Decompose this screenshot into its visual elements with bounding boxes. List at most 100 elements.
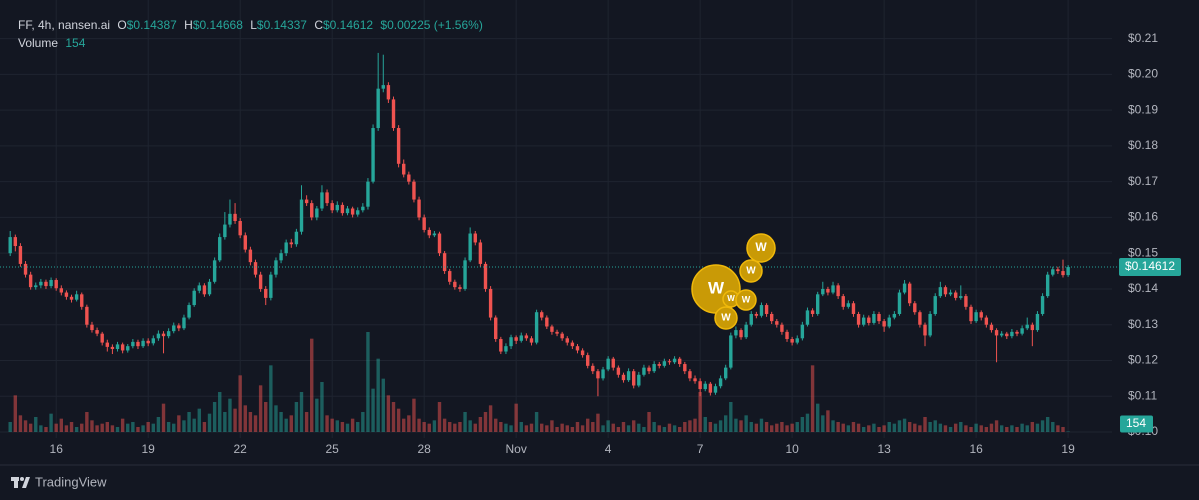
candle-body xyxy=(918,312,922,325)
volume-bar xyxy=(652,422,656,432)
x-tick-label: 16 xyxy=(50,442,64,456)
candle-body xyxy=(304,199,309,204)
candle-body xyxy=(764,305,769,314)
candle-body xyxy=(846,303,851,307)
candle-body xyxy=(626,371,631,381)
candle-body xyxy=(718,378,723,387)
candle-body xyxy=(473,233,477,243)
volume-bar xyxy=(396,408,401,432)
volume-bar xyxy=(161,403,166,432)
candle-body xyxy=(156,333,161,339)
volume-bar xyxy=(478,417,483,432)
candle-body xyxy=(44,281,48,287)
volume-bar xyxy=(284,418,288,432)
volume-bar xyxy=(780,422,784,432)
candle-body xyxy=(754,313,759,316)
volume-bar xyxy=(790,423,794,432)
volume-bar xyxy=(713,423,718,432)
candle-body xyxy=(136,341,140,347)
legend-header: FF, 4h, nansen.ai O$0.14387 H$0.14668 L$… xyxy=(18,18,483,32)
candle-body xyxy=(1025,324,1029,329)
volume-bar xyxy=(887,422,891,432)
candle-body xyxy=(744,324,748,338)
candle-body xyxy=(64,292,69,297)
candle-body xyxy=(499,339,503,352)
candle-body xyxy=(545,317,549,327)
candle-body xyxy=(769,313,774,322)
candle-body xyxy=(197,285,201,291)
volume-bar xyxy=(1066,431,1070,432)
candle-body xyxy=(146,340,150,344)
volume-bar xyxy=(192,418,196,432)
x-tick-label: 10 xyxy=(785,442,799,456)
candle-body xyxy=(815,294,820,314)
candle-body xyxy=(187,305,191,318)
volume-bar xyxy=(8,422,12,432)
field-value: $0.14387 xyxy=(127,18,177,32)
candle-body xyxy=(698,381,702,390)
candle-body xyxy=(59,288,64,293)
candle-body xyxy=(555,331,559,334)
volume-bar xyxy=(831,420,835,432)
x-tick-label: 19 xyxy=(142,442,156,456)
candle-body xyxy=(212,260,217,282)
candle-body xyxy=(202,285,207,295)
candle-body xyxy=(49,280,53,287)
candle-body xyxy=(683,364,687,372)
candle-body xyxy=(678,358,682,365)
candle-body xyxy=(427,229,431,236)
volume-bar xyxy=(979,425,983,432)
volume-tag xyxy=(1120,415,1153,433)
candle-body xyxy=(80,294,84,307)
volume-bar xyxy=(488,405,493,432)
volume-tag-label: 154 xyxy=(1126,416,1146,430)
volume-bar xyxy=(989,423,994,432)
volume-bar xyxy=(923,417,927,432)
volume-bar xyxy=(499,422,503,432)
candle-body xyxy=(800,324,805,339)
volume-bar xyxy=(422,422,426,432)
volume-bar xyxy=(80,423,84,432)
candle-body xyxy=(366,181,370,207)
volume-bar xyxy=(637,423,641,432)
volume-bar xyxy=(136,427,140,432)
y-tick-label: $0.15 xyxy=(1128,245,1158,259)
candle-body xyxy=(652,364,656,372)
volume-bar xyxy=(64,425,69,432)
candle-body xyxy=(989,324,994,331)
candle-body xyxy=(494,317,498,340)
volume-bar xyxy=(207,413,212,432)
candle-body xyxy=(325,192,329,204)
candle-body xyxy=(897,292,902,314)
candle-body xyxy=(836,285,840,297)
candle-body xyxy=(335,204,339,211)
volume-bar xyxy=(85,412,89,432)
volume-bar xyxy=(943,425,948,432)
candle-body xyxy=(882,321,886,327)
candle-body xyxy=(759,305,764,316)
whale-markers: W W W W W W xyxy=(691,233,776,330)
candle-body xyxy=(662,361,667,366)
candle-body xyxy=(458,287,462,289)
volume-bar xyxy=(892,423,897,432)
volume-bar xyxy=(340,422,345,432)
symbol: FF, 4h, nansen.ai xyxy=(18,18,110,32)
candle-body xyxy=(524,335,529,339)
volume-bar xyxy=(141,425,145,432)
volume-bar xyxy=(427,423,431,432)
volume-bar xyxy=(504,423,508,432)
volume-bar xyxy=(356,422,360,432)
candle-body xyxy=(964,296,968,307)
volume-bar xyxy=(734,418,738,432)
volume-bar xyxy=(729,402,733,432)
volume-bar xyxy=(739,420,743,432)
candle-body xyxy=(432,233,437,236)
volume-bar xyxy=(90,420,94,432)
volume-bar xyxy=(718,420,723,432)
volume-bar xyxy=(228,398,232,432)
candle-body xyxy=(514,337,518,341)
volume-pane xyxy=(8,332,1070,432)
volume-bar xyxy=(182,420,186,432)
volume-bar xyxy=(100,423,104,432)
candle-body xyxy=(647,367,651,372)
